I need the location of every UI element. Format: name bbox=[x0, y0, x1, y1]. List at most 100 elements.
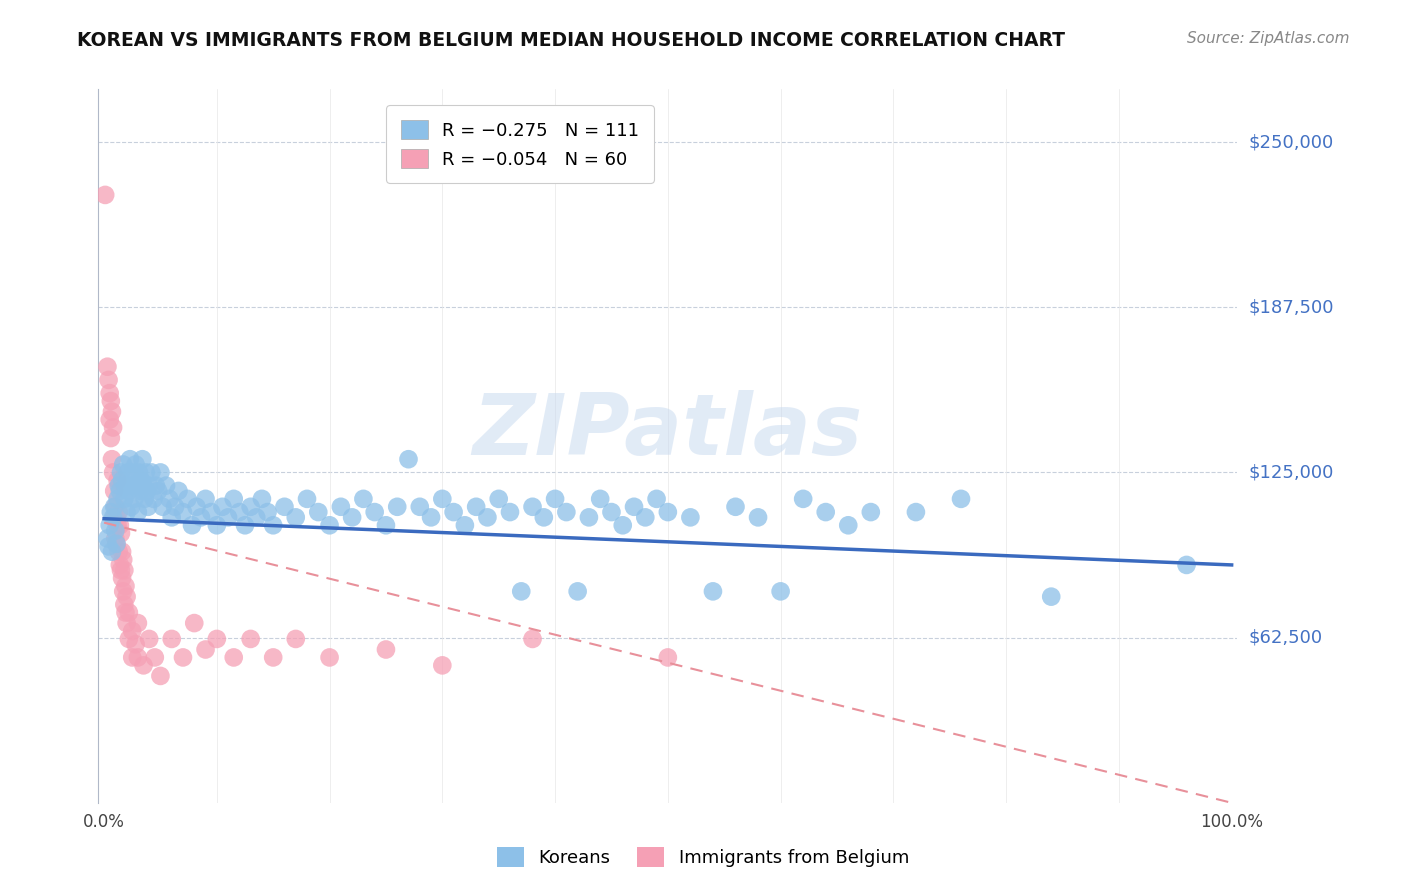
Point bbox=[194, 642, 217, 657]
Point bbox=[101, 545, 124, 559]
Point bbox=[122, 466, 145, 480]
Point bbox=[108, 518, 131, 533]
Point bbox=[340, 510, 363, 524]
Point bbox=[104, 500, 127, 514]
Point bbox=[510, 584, 533, 599]
Point bbox=[724, 500, 747, 514]
Text: $250,000: $250,000 bbox=[1249, 133, 1334, 151]
Point bbox=[159, 491, 181, 506]
Point bbox=[111, 545, 134, 559]
Point bbox=[103, 510, 125, 524]
Point bbox=[100, 431, 122, 445]
Point bbox=[181, 518, 204, 533]
Point bbox=[125, 478, 148, 492]
Point bbox=[634, 510, 657, 524]
Point bbox=[262, 650, 284, 665]
Point bbox=[398, 452, 420, 467]
Point bbox=[167, 483, 190, 498]
Point bbox=[129, 474, 152, 488]
Point bbox=[107, 474, 129, 488]
Point bbox=[105, 510, 128, 524]
Point bbox=[135, 483, 157, 498]
Point bbox=[120, 500, 142, 514]
Point bbox=[127, 505, 149, 519]
Point bbox=[131, 452, 153, 467]
Text: Source: ZipAtlas.com: Source: ZipAtlas.com bbox=[1187, 31, 1350, 46]
Point bbox=[172, 650, 194, 665]
Point bbox=[589, 491, 612, 506]
Point bbox=[160, 510, 183, 524]
Point bbox=[329, 500, 352, 514]
Text: KOREAN VS IMMIGRANTS FROM BELGIUM MEDIAN HOUSEHOLD INCOME CORRELATION CHART: KOREAN VS IMMIGRANTS FROM BELGIUM MEDIAN… bbox=[77, 31, 1066, 50]
Point bbox=[432, 658, 454, 673]
Point bbox=[124, 491, 146, 506]
Point bbox=[97, 540, 120, 554]
Point bbox=[792, 491, 814, 506]
Point bbox=[352, 491, 374, 506]
Point bbox=[222, 491, 245, 506]
Point bbox=[499, 505, 522, 519]
Point bbox=[148, 483, 170, 498]
Point bbox=[387, 500, 409, 514]
Point bbox=[145, 478, 167, 492]
Point bbox=[250, 491, 273, 506]
Point bbox=[200, 505, 222, 519]
Point bbox=[96, 359, 118, 374]
Point bbox=[522, 632, 544, 646]
Point bbox=[115, 590, 138, 604]
Point bbox=[1040, 590, 1063, 604]
Point bbox=[142, 491, 165, 506]
Point bbox=[239, 632, 262, 646]
Point bbox=[141, 466, 163, 480]
Point bbox=[454, 518, 477, 533]
Point bbox=[101, 404, 124, 418]
Point bbox=[307, 505, 329, 519]
Point bbox=[114, 478, 136, 492]
Point bbox=[837, 518, 859, 533]
Point bbox=[135, 466, 157, 480]
Point bbox=[121, 624, 143, 638]
Point bbox=[111, 571, 134, 585]
Point bbox=[108, 558, 131, 572]
Point bbox=[118, 452, 141, 467]
Point bbox=[623, 500, 645, 514]
Point bbox=[138, 478, 160, 492]
Point bbox=[118, 606, 141, 620]
Point bbox=[295, 491, 318, 506]
Point bbox=[222, 650, 245, 665]
Point bbox=[107, 491, 129, 506]
Legend: Koreans, Immigrants from Belgium: Koreans, Immigrants from Belgium bbox=[489, 839, 917, 874]
Point bbox=[600, 505, 623, 519]
Point bbox=[205, 632, 228, 646]
Point bbox=[100, 505, 122, 519]
Point bbox=[114, 606, 136, 620]
Point bbox=[108, 483, 131, 498]
Point bbox=[98, 386, 121, 401]
Point bbox=[239, 500, 262, 514]
Point bbox=[112, 584, 135, 599]
Point bbox=[103, 483, 125, 498]
Point bbox=[101, 452, 124, 467]
Point bbox=[245, 510, 267, 524]
Text: $187,500: $187,500 bbox=[1249, 298, 1334, 317]
Point bbox=[127, 616, 149, 631]
Point bbox=[112, 598, 135, 612]
Point bbox=[702, 584, 724, 599]
Point bbox=[465, 500, 488, 514]
Point bbox=[211, 500, 233, 514]
Point bbox=[769, 584, 792, 599]
Point bbox=[160, 632, 183, 646]
Point bbox=[645, 491, 668, 506]
Point bbox=[165, 500, 187, 514]
Point bbox=[233, 518, 256, 533]
Point bbox=[284, 632, 307, 646]
Point bbox=[432, 491, 454, 506]
Point bbox=[176, 491, 198, 506]
Point bbox=[129, 483, 152, 498]
Point bbox=[149, 466, 172, 480]
Point bbox=[121, 478, 143, 492]
Point bbox=[228, 505, 250, 519]
Point bbox=[101, 466, 124, 480]
Point bbox=[112, 491, 135, 506]
Point bbox=[136, 500, 159, 514]
